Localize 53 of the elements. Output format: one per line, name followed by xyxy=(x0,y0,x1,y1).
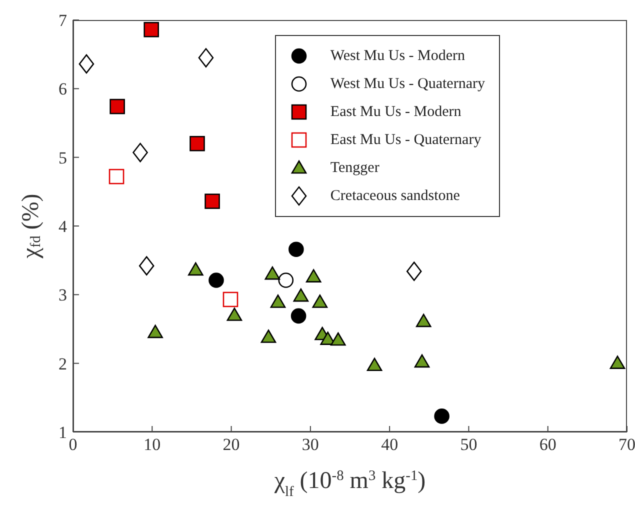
point xyxy=(320,332,336,345)
point xyxy=(306,269,322,282)
point xyxy=(188,262,204,276)
legend-label: West Mu Us - Quaternary xyxy=(330,76,485,92)
point xyxy=(138,256,154,276)
point xyxy=(434,408,450,424)
x-tick-label: 50 xyxy=(460,435,478,454)
x-tick-label: 0 xyxy=(68,435,78,454)
point xyxy=(204,194,220,209)
text: χ$_{lf}$ (10$^{-8}$ m$^{3}$ kg$^{-1}$) xyxy=(274,468,426,500)
point xyxy=(132,142,148,162)
point xyxy=(260,330,276,343)
point xyxy=(148,324,163,338)
y-tick-label: 6 xyxy=(58,80,67,99)
y-tick-label: 1 xyxy=(58,423,67,442)
point xyxy=(293,288,309,302)
legend-label: West Mu Us - Modern xyxy=(330,48,466,64)
point xyxy=(278,272,294,288)
y-tick-label: 3 xyxy=(58,286,67,305)
x-tick-label: 30 xyxy=(302,435,319,454)
point xyxy=(78,54,94,74)
point xyxy=(416,314,432,328)
y-tick-label: 4 xyxy=(58,217,68,236)
y-tick-label: 7 xyxy=(58,11,68,30)
legend-label: East Mu Us - Modern xyxy=(330,104,462,120)
x-tick-label: 70 xyxy=(618,435,635,454)
point xyxy=(226,308,242,321)
point xyxy=(198,48,214,68)
legend-label: Cretaceous sandstone xyxy=(330,188,460,204)
point xyxy=(330,332,346,346)
point xyxy=(610,356,626,369)
x-tick-label: 20 xyxy=(222,435,240,454)
point xyxy=(288,242,304,257)
y-tick-label: 5 xyxy=(58,148,67,168)
point xyxy=(108,168,124,184)
point xyxy=(366,358,382,372)
x-tick-label: 40 xyxy=(381,435,398,454)
point xyxy=(208,272,224,288)
y-tick-label: 2 xyxy=(58,354,67,374)
point xyxy=(270,294,286,308)
legend-label: Tengger xyxy=(330,160,380,176)
x-tick-label: 10 xyxy=(144,435,161,454)
point xyxy=(190,136,205,152)
point xyxy=(290,308,306,324)
legend-label: East Mu Us - Quaternary xyxy=(330,132,482,148)
point xyxy=(144,22,159,38)
point xyxy=(406,262,422,281)
point xyxy=(110,98,125,114)
x-tick-label: 60 xyxy=(539,435,556,454)
point xyxy=(312,294,328,308)
point xyxy=(414,354,430,368)
point xyxy=(222,292,238,308)
point xyxy=(264,266,280,280)
